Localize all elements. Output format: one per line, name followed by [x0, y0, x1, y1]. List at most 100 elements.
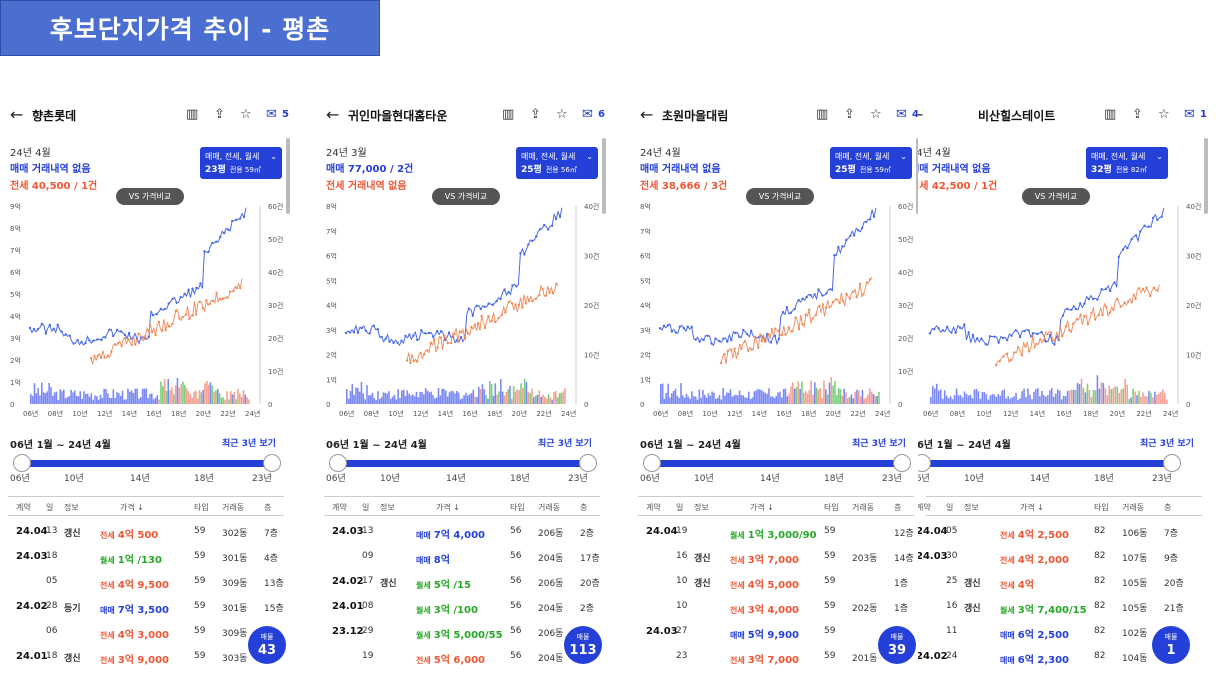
trade-type-dropdown[interactable]: 매매, 전세, 월세 ⌄ 25평 전용 59㎡ — [830, 147, 912, 179]
table-row[interactable]: 16 갱신 전세 3억 7,000 59 203동 14층 — [638, 545, 914, 570]
slider-end-handle[interactable] — [1163, 454, 1181, 472]
table-row[interactable]: 23 전세 3억 7,000 59 201동 — [638, 645, 914, 670]
table-row[interactable]: 24.01 18 갱신 전세 3억 9,000 59 303동 — [8, 645, 284, 670]
table-row[interactable]: 24.04 13 갱신 전세 4억 500 59 302동 7층 — [8, 520, 284, 545]
back-arrow-icon[interactable]: ← — [918, 105, 923, 124]
listing-count-badge[interactable]: 매물 39 — [878, 626, 916, 664]
chat-icon[interactable]: ✉ — [266, 107, 277, 122]
date-range-slider[interactable] — [918, 454, 1181, 472]
share-icon[interactable]: ⇪ — [844, 107, 855, 122]
column-header[interactable]: 층 — [264, 503, 272, 512]
slider-start-handle[interactable] — [13, 454, 31, 472]
column-header[interactable]: 일 — [676, 503, 684, 512]
table-row[interactable]: 23.12 29 월세 3억 5,000/55 56 206동 — [324, 620, 600, 645]
recent-3yr-button[interactable]: 최근 3년 보기 — [1140, 439, 1194, 449]
listing-count-badge[interactable]: 매물 43 — [248, 626, 286, 664]
map-icon[interactable]: ▥ — [186, 107, 199, 122]
column-header[interactable]: 타입 — [824, 503, 839, 512]
map-icon[interactable]: ▥ — [816, 107, 829, 122]
vs-compare-button[interactable]: VS 가격비교 — [746, 188, 814, 205]
column-header[interactable]: 정보 — [694, 503, 709, 512]
table-row[interactable]: 24.02 24 매매 6억 2,300 82 104동 — [918, 645, 1202, 670]
table-row[interactable]: 19 전세 5억 6,000 56 204동 — [324, 645, 600, 670]
column-header[interactable]: 계약 — [646, 503, 661, 512]
column-header[interactable]: 타입 — [194, 503, 209, 512]
table-row[interactable]: 24.02 17 갱신 월세 5억 /15 56 206동 20층 — [324, 570, 600, 595]
share-icon[interactable]: ⇪ — [1132, 107, 1143, 122]
column-header[interactable]: 가격 ↓ — [436, 503, 460, 512]
date-range-slider[interactable] — [643, 454, 911, 472]
listing-count-badge[interactable]: 매물 113 — [564, 626, 602, 664]
listing-count-badge[interactable]: 매물 1 — [1152, 626, 1190, 664]
table-row[interactable]: 24.03 18 월세 1억 /130 59 301동 4층 — [8, 545, 284, 570]
recent-3yr-button[interactable]: 최근 3년 보기 — [222, 439, 276, 449]
star-icon[interactable]: ☆ — [1158, 107, 1170, 122]
column-header[interactable]: 거래동 — [852, 503, 875, 512]
column-header[interactable]: 가격 ↓ — [750, 503, 774, 512]
slider-track[interactable] — [338, 460, 588, 467]
slider-track[interactable] — [922, 460, 1172, 467]
table-row[interactable]: 10 갱신 전세 4억 5,000 59 1층 — [638, 570, 914, 595]
trade-type-dropdown[interactable]: 매매, 전세, 월세 ⌄ 25평 전용 56㎡ — [516, 147, 598, 179]
column-header[interactable]: 계약 — [16, 503, 31, 512]
trade-type-dropdown[interactable]: 매매, 전세, 월세 ⌄ 32평 전용 82㎡ — [1086, 147, 1168, 179]
table-row[interactable]: 05 전세 4억 9,500 59 309동 13층 — [8, 570, 284, 595]
slider-end-handle[interactable] — [893, 454, 911, 472]
column-header[interactable]: 계약 — [918, 503, 931, 512]
column-header[interactable]: 가격 ↓ — [120, 503, 144, 512]
column-header[interactable]: 정보 — [64, 503, 79, 512]
column-header[interactable]: 계약 — [332, 503, 347, 512]
column-header[interactable]: 타입 — [1094, 503, 1109, 512]
vs-compare-button[interactable]: VS 가격비교 — [432, 188, 500, 205]
back-arrow-icon[interactable]: ← — [10, 105, 24, 124]
table-row[interactable]: 24.02 28 등기 매매 7억 3,500 59 301동 15층 — [8, 595, 284, 620]
date-range-slider[interactable] — [13, 454, 281, 472]
column-header[interactable]: 정보 — [964, 503, 979, 512]
column-header[interactable]: 일 — [946, 503, 954, 512]
share-icon[interactable]: ⇪ — [214, 107, 225, 122]
trade-type-dropdown[interactable]: 매매, 전세, 월세 ⌄ 23평 전용 59㎡ — [200, 147, 282, 179]
column-header[interactable]: 정보 — [380, 503, 395, 512]
date-range-slider[interactable] — [329, 454, 597, 472]
slider-start-handle[interactable] — [643, 454, 661, 472]
column-header[interactable]: 층 — [1164, 503, 1172, 512]
chat-icon[interactable]: ✉ — [1184, 107, 1195, 122]
table-row[interactable]: 24.03 27 매매 5억 9,900 59 — [638, 620, 914, 645]
slider-start-handle[interactable] — [918, 454, 931, 472]
table-row[interactable]: 24.04 19 월세 1억 3,000/90 59 12층 — [638, 520, 914, 545]
column-header[interactable]: 층 — [580, 503, 588, 512]
table-row[interactable]: 06 전세 4억 3,000 59 309동 — [8, 620, 284, 645]
column-header[interactable]: 일 — [46, 503, 54, 512]
table-row[interactable]: 09 매매 8억 56 204동 17층 — [324, 545, 600, 570]
chat-icon[interactable]: ✉ — [896, 107, 907, 122]
map-icon[interactable]: ▥ — [1104, 107, 1117, 122]
column-header[interactable]: 가격 ↓ — [1020, 503, 1044, 512]
table-row[interactable]: 25 갱신 전세 4억 82 105동 20층 — [926, 570, 1202, 595]
column-header[interactable]: 거래동 — [222, 503, 245, 512]
map-icon[interactable]: ▥ — [502, 107, 515, 122]
table-row[interactable]: 24.03 13 매매 7억 4,000 56 206동 2층 — [324, 520, 600, 545]
recent-3yr-button[interactable]: 최근 3년 보기 — [852, 439, 906, 449]
chat-icon[interactable]: ✉ — [582, 107, 593, 122]
slider-track[interactable] — [652, 460, 902, 467]
vs-compare-button[interactable]: VS 가격비교 — [1022, 188, 1090, 205]
back-arrow-icon[interactable]: ← — [640, 105, 654, 124]
column-header[interactable]: 층 — [894, 503, 902, 512]
table-row[interactable]: 11 매매 6억 2,500 82 102동 — [926, 620, 1202, 645]
table-row[interactable]: 16 갱신 월세 3억 7,400/15 82 105동 21층 — [926, 595, 1202, 620]
star-icon[interactable]: ☆ — [240, 107, 252, 122]
scrollbar[interactable] — [602, 138, 606, 214]
column-header[interactable]: 거래동 — [538, 503, 561, 512]
slider-start-handle[interactable] — [329, 454, 347, 472]
back-arrow-icon[interactable]: ← — [326, 105, 340, 124]
star-icon[interactable]: ☆ — [870, 107, 882, 122]
slider-track[interactable] — [22, 460, 272, 467]
recent-3yr-button[interactable]: 최근 3년 보기 — [538, 439, 592, 449]
scrollbar[interactable] — [286, 138, 290, 214]
table-row[interactable]: 24.04 05 전세 4억 2,500 82 106동 7층 — [918, 520, 1202, 545]
column-header[interactable]: 타입 — [510, 503, 525, 512]
table-row[interactable]: 10 전세 3억 4,000 59 202동 1층 — [638, 595, 914, 620]
table-row[interactable]: 24.01 08 월세 3억 /100 56 204동 2층 — [324, 595, 600, 620]
column-header[interactable]: 거래동 — [1122, 503, 1145, 512]
table-row[interactable]: 24.03 30 전세 4억 2,000 82 107동 9층 — [918, 545, 1202, 570]
